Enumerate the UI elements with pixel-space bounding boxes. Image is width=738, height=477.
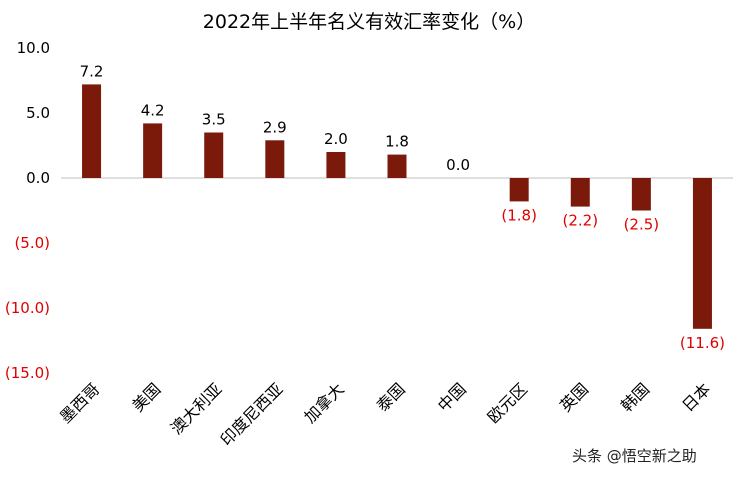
data-label: 2.9 — [263, 118, 287, 136]
category-label: 日本 — [678, 379, 714, 415]
data-label: 1.8 — [385, 133, 409, 151]
bar — [143, 123, 163, 178]
y-axis: 10.0 5.0 0.0 (5.0) (10.0) (15.0) — [5, 39, 50, 382]
y-tick-label: 10.0 — [17, 39, 50, 57]
bar — [204, 132, 224, 178]
bar — [692, 178, 712, 329]
category-label: 英国 — [556, 379, 592, 415]
category-label: 澳大利亚 — [167, 379, 226, 438]
category-label: 美国 — [128, 379, 164, 415]
data-label: 2.0 — [324, 130, 348, 148]
data-label: (1.8) — [501, 206, 537, 224]
category-label: 印度尼西亚 — [217, 379, 287, 449]
category-label: 中国 — [434, 379, 470, 415]
bar — [509, 178, 529, 202]
bar — [82, 84, 102, 178]
bars — [82, 84, 712, 329]
bar — [326, 152, 346, 178]
category-label: 韩国 — [617, 379, 653, 415]
category-label: 欧元区 — [484, 379, 531, 426]
category-label: 墨西哥 — [56, 379, 103, 426]
chart-title: 2022年上半年名义有效汇率变化（%） — [203, 11, 535, 33]
y-tick-label: 5.0 — [26, 104, 50, 122]
data-label: 3.5 — [202, 111, 226, 129]
bar — [570, 178, 590, 207]
watermark: 头条 @悟空新之助 — [572, 447, 697, 465]
y-tick-label: (10.0) — [5, 299, 50, 317]
category-label: 泰国 — [373, 379, 409, 415]
bar — [387, 154, 407, 178]
y-tick-label: (15.0) — [5, 364, 50, 382]
category-label: 加拿大 — [300, 379, 347, 426]
bar — [631, 178, 651, 211]
data-labels: 7.2 4.2 3.5 2.9 2.0 1.8 0.0 (1.8) (2.2) (2.5) (11.… — [80, 62, 725, 351]
data-label: 4.2 — [141, 101, 165, 119]
data-label: 7.2 — [80, 62, 104, 80]
y-tick-label: 0.0 — [26, 169, 50, 187]
data-label: (2.2) — [562, 212, 598, 230]
bar — [265, 140, 285, 178]
data-label: (11.6) — [680, 334, 725, 352]
data-label: 0.0 — [446, 156, 470, 174]
data-label: (2.5) — [624, 216, 660, 234]
y-tick-label: (5.0) — [14, 234, 50, 252]
